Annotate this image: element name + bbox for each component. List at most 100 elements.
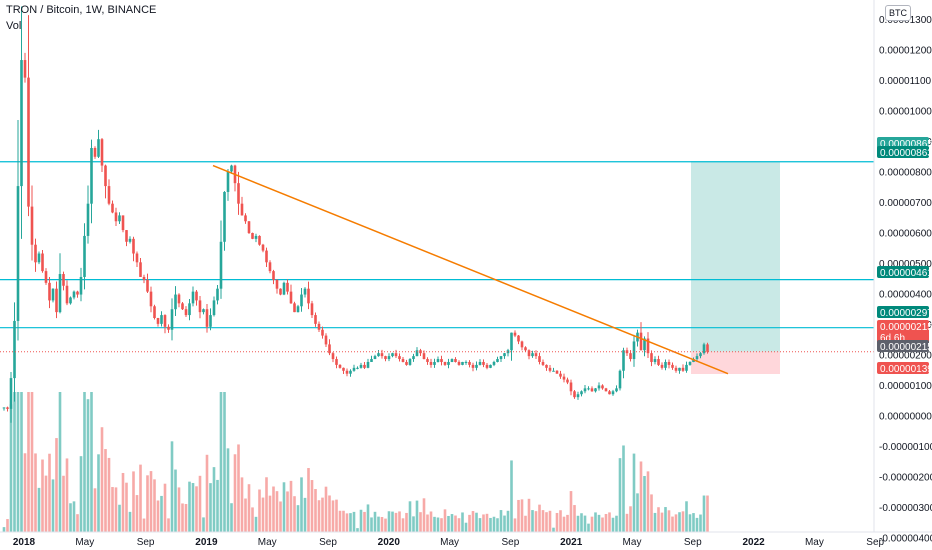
candle-body <box>289 291 293 304</box>
time-axis[interactable]: 2018 May Sep 2019 May Sep 2020 May Sep 2021 May Sep… <box>0 531 932 548</box>
price-tag-label: 0.00000215 <box>880 322 932 333</box>
candle-body <box>132 238 135 254</box>
volume-bar <box>135 495 139 532</box>
volume-bar <box>562 516 566 532</box>
candle-body <box>272 271 275 280</box>
y-tick-label: 0.00000400 <box>879 290 932 301</box>
candle-body <box>216 288 219 301</box>
volume-bar <box>632 453 636 532</box>
price-tag-label: 0.00000863 <box>880 148 932 159</box>
volume-bar <box>289 480 293 532</box>
volume-bar <box>454 515 457 532</box>
candle-body <box>443 361 447 365</box>
candle-body <box>492 361 496 365</box>
volume-bar <box>573 505 576 532</box>
candle-body <box>538 356 541 362</box>
volume-bar <box>618 458 622 532</box>
currency-button[interactable]: BTC <box>885 5 911 21</box>
volume-bar <box>706 495 709 532</box>
price-tag <box>877 146 929 158</box>
candle-body <box>450 359 454 362</box>
volume-bar <box>534 511 538 532</box>
volume-bar <box>90 392 93 532</box>
price-tag <box>877 306 929 318</box>
x-tick-label: Sep <box>684 537 702 548</box>
candle-body <box>475 364 478 368</box>
candle-body <box>485 364 489 368</box>
volume-bar <box>538 504 541 532</box>
candle-body <box>590 388 594 392</box>
volume-bar <box>398 511 401 532</box>
candle-body <box>188 303 191 316</box>
candle-body <box>202 309 205 313</box>
candle-body <box>429 361 433 365</box>
candle-body <box>296 306 300 313</box>
candle-body <box>303 288 307 295</box>
candle-body <box>170 309 174 330</box>
volume-bar <box>678 512 681 532</box>
candle-body <box>79 276 83 295</box>
candle-body <box>310 303 314 316</box>
candle-body <box>279 288 282 295</box>
candle-body <box>639 332 643 351</box>
stop-zone[interactable] <box>691 351 780 374</box>
volume-bar <box>233 454 237 532</box>
candle-body <box>317 323 321 330</box>
volume-bar <box>377 516 380 532</box>
trend-line[interactable] <box>212 164 729 375</box>
candle-body <box>468 361 471 365</box>
volume-bar <box>702 495 706 532</box>
volume-bar <box>345 513 349 532</box>
candle-body <box>300 294 303 307</box>
volume-bar <box>699 514 702 532</box>
volume-bar <box>496 518 499 532</box>
volume-bar <box>282 482 286 532</box>
candle-body <box>478 361 482 365</box>
volume-bar <box>251 507 254 532</box>
candle-body <box>527 350 531 357</box>
volume-bar <box>695 517 699 532</box>
candle-body <box>471 364 475 368</box>
position-zones <box>691 161 780 374</box>
volume-bar <box>447 515 450 532</box>
candle-body <box>373 356 377 360</box>
volume-bar <box>366 504 370 532</box>
candle-body <box>688 361 692 365</box>
candle-body <box>86 203 90 236</box>
candle-body <box>27 77 30 207</box>
volume-bar <box>223 392 226 532</box>
candle-body <box>226 171 230 192</box>
volume-bar <box>58 392 62 532</box>
price-tag <box>877 266 929 278</box>
x-tick-label: May <box>805 537 824 548</box>
volume-bar <box>212 467 216 532</box>
candle-body <box>13 320 16 379</box>
candle-body <box>44 271 48 283</box>
candle-body <box>125 230 128 242</box>
volume-bar <box>338 510 342 532</box>
candle-body <box>359 364 363 368</box>
candle-body <box>377 353 380 357</box>
volume-bar <box>205 454 209 532</box>
x-tick-label: Sep <box>502 537 520 548</box>
volume-bar <box>100 427 104 532</box>
candle-body <box>643 338 646 351</box>
candle-body <box>482 361 485 365</box>
candle-body <box>622 350 625 371</box>
y-tick-label: 0.00000000 <box>879 412 932 423</box>
candle-body <box>177 294 181 304</box>
volume-bar <box>671 516 674 532</box>
descending-trendline[interactable] <box>212 164 729 375</box>
candle-body <box>426 359 429 362</box>
candle-body <box>48 282 51 301</box>
x-tick-label: 2022 <box>742 537 765 548</box>
y-tick-label: 0.00001100 <box>879 76 932 87</box>
volume-bar <box>16 392 20 532</box>
candle-body <box>496 359 499 362</box>
volume-bar <box>429 511 433 532</box>
target-zone[interactable] <box>691 161 780 352</box>
candle-body <box>380 353 384 357</box>
y-tick-label: 0.00000700 <box>879 198 932 209</box>
volume-bar <box>219 392 223 532</box>
